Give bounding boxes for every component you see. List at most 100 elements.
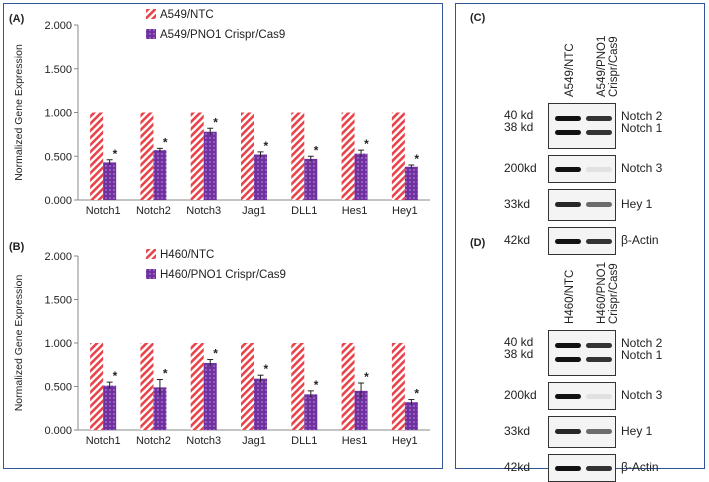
- y-tick-label: 0.500: [44, 151, 72, 163]
- significance-mark: *: [314, 143, 319, 157]
- blot-band: [555, 115, 581, 121]
- legend-swatch: [146, 249, 156, 259]
- blot-band: [555, 393, 581, 399]
- y-tick-label: 1.000: [44, 108, 72, 120]
- chart-b: (B) 0.000 0.500 1.000 1.500 2.000 Normalized G…: [9, 241, 430, 447]
- blot-band: [586, 342, 612, 348]
- blot-band: [555, 342, 581, 348]
- blot-strip: [548, 103, 616, 149]
- blot-strip: [548, 227, 616, 255]
- bar-knockdown: [153, 387, 167, 430]
- y-tick-label: 0.000: [44, 195, 72, 207]
- blot-band: [555, 465, 581, 471]
- molecular-weight-label: 38 kd: [504, 120, 534, 134]
- bar-control: [241, 112, 254, 200]
- significance-mark: *: [213, 347, 218, 361]
- bar-control: [190, 343, 204, 430]
- blot-strip: [548, 155, 616, 183]
- molecular-weight-label: 40 kd: [504, 108, 534, 122]
- panel-letter: (A): [9, 13, 25, 25]
- bar-knockdown: [153, 150, 167, 200]
- blot-strip: [548, 454, 616, 482]
- protein-label: Notch 1: [621, 348, 663, 362]
- legend-label: A549/NTC: [160, 9, 214, 21]
- blot-band: [555, 356, 581, 362]
- x-tick-label: DLL1: [291, 435, 317, 447]
- blot-band: [555, 129, 581, 135]
- significance-mark: *: [264, 362, 269, 376]
- bar-control: [341, 112, 355, 200]
- significance-mark: *: [314, 378, 319, 392]
- bar-knockdown: [304, 158, 318, 200]
- blot-band: [586, 129, 612, 135]
- bar-knockdown: [354, 390, 368, 430]
- y-tick-label: 0.500: [44, 382, 72, 394]
- x-tick-label: Hes1: [342, 205, 368, 217]
- x-tick-label: Hey1: [392, 435, 418, 447]
- molecular-weight-label: 42kd: [504, 233, 531, 247]
- blot-strip: [548, 416, 616, 448]
- x-tick-label: Notch1: [86, 435, 121, 447]
- protein-label: β-Actin: [621, 233, 659, 247]
- protein-label: β-Actin: [621, 460, 659, 474]
- panel-letter: (B): [9, 241, 25, 253]
- y-axis-label: Normalized Gene Expression: [13, 44, 25, 181]
- bar-knockdown: [103, 385, 117, 430]
- molecular-weight-label: 38 kd: [504, 347, 534, 361]
- lane-label: A549/NTC: [564, 43, 576, 97]
- molecular-weight-label: 33kd: [504, 424, 531, 438]
- lane-label: H460/PNO1 Crispr/Cas9: [596, 261, 620, 324]
- chart-panel-frame: [3, 3, 443, 469]
- bar-knockdown: [203, 131, 217, 200]
- significance-mark: *: [414, 152, 419, 166]
- significance-mark: *: [364, 370, 369, 384]
- x-tick-label: Hey1: [392, 205, 418, 217]
- bar-control: [391, 112, 405, 200]
- lane-label: A549/PNO1 Crispr/Cas9: [596, 35, 620, 97]
- bar-knockdown: [404, 402, 418, 430]
- significance-mark: *: [213, 115, 218, 129]
- protein-label: Notch 1: [621, 121, 663, 135]
- blot-band: [586, 429, 612, 435]
- bar-knockdown: [254, 154, 267, 200]
- bar-control: [291, 112, 305, 200]
- significance-mark: *: [113, 147, 118, 161]
- bar-knockdown: [354, 153, 368, 200]
- x-tick-label: Notch3: [186, 435, 221, 447]
- blot-band: [555, 166, 581, 172]
- bar-control: [291, 343, 305, 430]
- chart-a: (A) 0.000 0.500 1.000 1.500 2.000 Normalized G…: [9, 9, 430, 217]
- x-tick-label: Notch3: [186, 205, 221, 217]
- blot-strip: [548, 382, 616, 410]
- bar-control: [90, 112, 104, 200]
- bar-control: [190, 112, 204, 200]
- legend-label: H460/PNO1 Crispr/Cas9: [160, 269, 286, 281]
- x-tick-label: Notch1: [86, 205, 121, 217]
- blot-band: [586, 356, 612, 362]
- bar-control: [341, 343, 355, 430]
- legend-label: A549/PNO1 Crispr/Cas9: [160, 29, 285, 41]
- y-tick-label: 1.500: [44, 64, 72, 76]
- legend-label: H460/NTC: [160, 249, 214, 261]
- molecular-weight-label: 42kd: [504, 460, 531, 474]
- legend-swatch: [146, 269, 156, 279]
- significance-mark: *: [163, 135, 168, 149]
- protein-label: Notch 2: [621, 336, 663, 350]
- lane-label: H460/NTC: [564, 269, 576, 324]
- blot-band: [586, 393, 612, 399]
- blot-band: [586, 202, 612, 208]
- bar-control: [90, 343, 104, 430]
- x-tick-label: Notch2: [136, 205, 171, 217]
- protein-label: Hey 1: [621, 424, 653, 438]
- molecular-weight-label: 200kd: [504, 161, 537, 175]
- significance-mark: *: [414, 387, 419, 401]
- blot-band: [555, 202, 581, 208]
- legend-swatch: [146, 29, 156, 39]
- blot-strip: [548, 189, 616, 221]
- x-tick-label: Notch2: [136, 435, 171, 447]
- bar-knockdown: [203, 363, 217, 430]
- significance-mark: *: [163, 367, 168, 381]
- blot-band: [586, 465, 612, 471]
- blot-band: [555, 238, 581, 244]
